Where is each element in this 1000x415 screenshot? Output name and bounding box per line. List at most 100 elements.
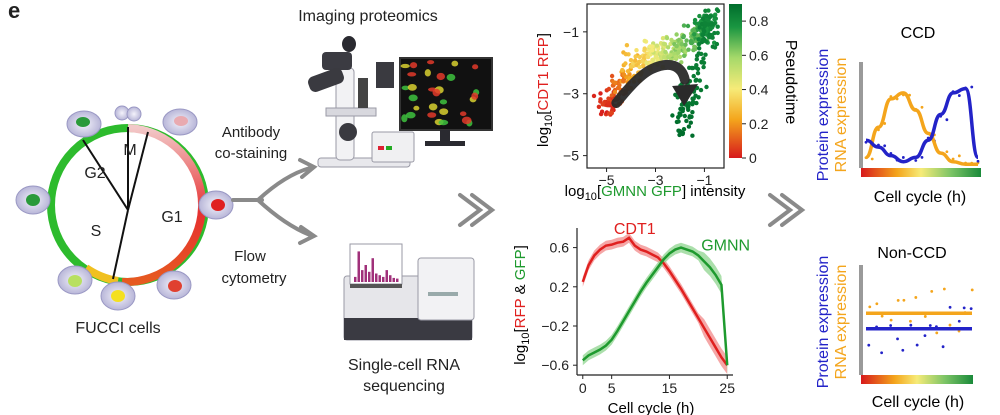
data-dot xyxy=(957,154,961,158)
x-tick-label: −1 xyxy=(696,172,712,188)
scatter-point xyxy=(714,41,720,47)
fucci-cycle: M G2 S G1 xyxy=(47,124,209,287)
scatter-point xyxy=(623,61,628,66)
scatter-point xyxy=(690,96,695,101)
phase-divider xyxy=(82,139,129,211)
monitor-cell-dot xyxy=(407,72,417,77)
scatter-point xyxy=(676,50,681,55)
monitor-cell-dot xyxy=(471,92,479,100)
data-dot xyxy=(909,319,912,323)
scatter-point xyxy=(637,64,642,70)
y-tick-label: 0.2 xyxy=(550,279,570,295)
scatter-x-label: log10[GMNN GFP] intensity xyxy=(565,183,746,203)
ylabel-bracket: [ xyxy=(512,327,529,332)
scatter-point xyxy=(701,64,706,70)
scatter-point xyxy=(700,32,705,38)
phase-g2-label: G2 xyxy=(84,165,105,182)
monitor-cell-dot xyxy=(459,111,467,117)
scatter-point xyxy=(670,113,675,118)
scatter-point xyxy=(644,61,649,66)
monitor-cell-dot xyxy=(408,94,418,102)
colorbar-tick-label: 0 xyxy=(749,150,757,166)
sequencing-label-1: Single-cell RNA xyxy=(347,357,461,374)
scatter-y-label: log10[CDT1 RFP] xyxy=(535,33,555,147)
scatter-point xyxy=(691,47,696,53)
scatter-point xyxy=(691,28,697,33)
scatter-point xyxy=(697,13,702,19)
data-dot xyxy=(880,351,884,355)
sequencer-illustration xyxy=(343,243,475,341)
x-tick-label: 15 xyxy=(662,380,678,396)
arrow-label-bottom-2: cytometry xyxy=(221,270,287,287)
ccd-rna-label: RNA expression xyxy=(833,58,850,173)
data-dot xyxy=(914,159,918,162)
ccd-protein-curve xyxy=(865,86,980,164)
ccd-cell-cycle-bar xyxy=(861,168,981,177)
sequencing-label-2: sequencing xyxy=(363,378,445,395)
scatter-point xyxy=(692,44,697,49)
scatter-point xyxy=(677,128,682,134)
scatter-point xyxy=(685,23,691,29)
monitor-cell-dot xyxy=(446,73,456,81)
data-dot xyxy=(970,288,974,292)
scatter-point xyxy=(680,108,685,114)
scatter-point xyxy=(679,60,684,65)
scatter-point xyxy=(700,37,706,42)
data-dot xyxy=(935,331,939,335)
monitor-cell-dot xyxy=(432,88,441,97)
data-dot xyxy=(948,305,952,309)
scatter-point xyxy=(687,65,692,71)
data-dot xyxy=(875,302,879,306)
data-dot xyxy=(889,324,893,327)
fucci-intensity-line-chart: 0 5 15 25 0.6 0.2 −0.2 −0.6 CDT1 GMNN Cell cyc… xyxy=(512,221,750,415)
scatter-point xyxy=(628,64,634,69)
scatter-point xyxy=(624,43,630,48)
scatter-point xyxy=(704,84,709,90)
phase-divider xyxy=(112,209,129,280)
scatter-point xyxy=(653,54,658,60)
histogram-bar xyxy=(385,270,388,282)
scatter-point xyxy=(642,46,647,51)
ccd-schematic-chart: CCD Cell cycle (h) Protein expression RN… xyxy=(815,25,981,206)
scatter-point xyxy=(712,17,717,22)
scatter-point xyxy=(690,99,696,105)
data-dot xyxy=(928,324,932,327)
histogram-bar xyxy=(354,276,357,282)
data-dot xyxy=(976,159,980,163)
scatter-point xyxy=(625,69,631,74)
x-tick-label: 0 xyxy=(579,380,587,396)
scatter-point xyxy=(698,87,704,93)
scatter-point xyxy=(686,124,692,129)
non-ccd-rna-label: RNA expression xyxy=(833,265,850,380)
scatter-point xyxy=(674,32,679,37)
data-dot xyxy=(915,343,919,347)
data-dot xyxy=(914,296,918,299)
scatter-point xyxy=(634,48,639,53)
fork-arrow-up xyxy=(256,166,312,202)
scatter-point xyxy=(633,58,638,63)
x-tick-label: −5 xyxy=(599,172,615,188)
monitor-cell-dot xyxy=(451,60,459,67)
scatter-point xyxy=(693,93,698,98)
monitor-cell-dot xyxy=(438,119,449,126)
scatter-point xyxy=(694,57,699,62)
data-dot xyxy=(945,118,949,122)
data-dot xyxy=(896,298,900,302)
scatter-point xyxy=(609,73,615,79)
scatter-point xyxy=(695,71,701,76)
cell-icon xyxy=(100,281,136,311)
arrow-label-bottom-1: Flow xyxy=(234,248,266,265)
scatter-point xyxy=(650,48,655,53)
scatter-point xyxy=(688,120,693,125)
scatter-point xyxy=(665,45,671,50)
colorbar-tick-label: 0.6 xyxy=(749,47,769,63)
scatter-point xyxy=(697,25,702,30)
ylabel-cdt1-rfp: CDT1 RFP xyxy=(535,37,552,110)
monitor-cell-dot xyxy=(461,116,472,125)
scatter-point xyxy=(701,56,706,61)
fork-arrows xyxy=(231,158,806,245)
data-dot xyxy=(920,105,924,109)
data-dot xyxy=(970,85,974,89)
colorbar-tick-label: 0.8 xyxy=(749,13,769,29)
scatter-point xyxy=(621,78,626,83)
